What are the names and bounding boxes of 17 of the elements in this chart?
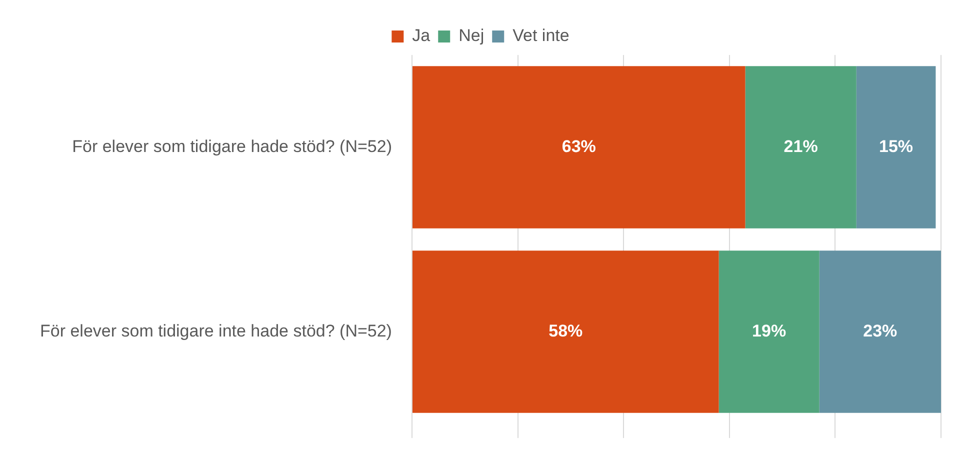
- data-label: 15%: [879, 136, 914, 156]
- data-label: 63%: [562, 136, 596, 156]
- y-tick-label: För elever som tidigare hade stöd? (N=52): [72, 136, 392, 156]
- data-label: 23%: [863, 321, 898, 340]
- data-label: 58%: [548, 321, 583, 340]
- bar: [412, 66, 746, 228]
- data-label: 21%: [784, 136, 818, 156]
- data-label: 19%: [752, 321, 786, 340]
- bar: [412, 250, 719, 413]
- legend-label: Nej: [458, 26, 484, 46]
- bar: [819, 250, 941, 413]
- y-tick-label: För elever som tidigare inte hade stöd? (N=52): [40, 321, 392, 340]
- legend-label: Vet inte: [512, 26, 570, 46]
- legend-label: Ja: [412, 26, 431, 46]
- bar: [856, 66, 936, 228]
- bar: [745, 66, 856, 228]
- bar: [718, 250, 820, 413]
